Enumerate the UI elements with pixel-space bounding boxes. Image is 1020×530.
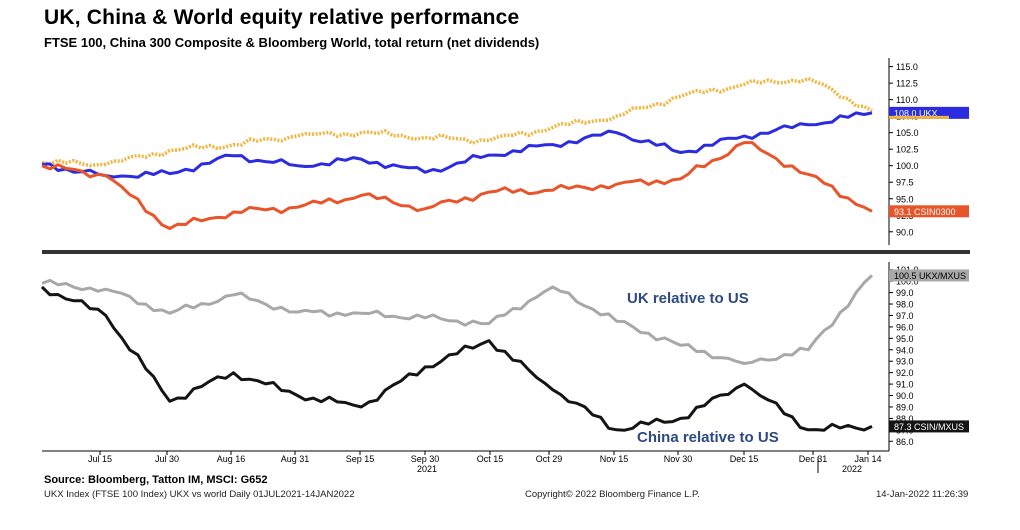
top-panel-frame: [42, 60, 889, 245]
value-tag-uk_rel: [889, 269, 969, 282]
x-year-label: 2022: [842, 464, 862, 474]
y-tick-label: 110.0: [896, 95, 918, 105]
x-tick-label: Sep 30: [411, 454, 440, 464]
y-tick-label: 97.0: [896, 311, 914, 321]
x-tick-label: Nov 15: [600, 454, 629, 464]
x-year-label: 2021: [417, 464, 437, 474]
y-tick-label: 105.0: [896, 128, 919, 138]
y-tick-label: 95.0: [896, 194, 914, 204]
value-tag-ukx: [889, 106, 969, 119]
y-tick-label: 96.0: [896, 322, 914, 332]
y-tick-label: 93.0: [896, 357, 914, 367]
x-tick-label: Aug 16: [217, 454, 246, 464]
y-tick-label: 89.0: [896, 402, 914, 412]
value-tag-label-uk_rel: 100.5 UKX/MXUS: [894, 271, 966, 281]
x-tick-label: Jan 14: [854, 454, 881, 464]
series-line-csin: [41, 141, 873, 230]
source-note: Source: Bloomberg, Tatton IM, MSCI: G652: [44, 474, 268, 486]
copyright-note: Copyright© 2022 Bloomberg Finance L.P.: [525, 489, 700, 500]
y-tick-label: 95.0: [896, 334, 914, 344]
x-tick-label: Dec 31: [799, 454, 828, 464]
y-tick-label: 94.0: [896, 345, 914, 355]
value-tag-csin: [889, 205, 969, 218]
value-tag-label-ukx: 108.0 UKX: [894, 108, 938, 118]
chart-title: UK, China & World equity relative perfor…: [44, 6, 520, 29]
x-tick-label: Sep 15: [346, 454, 375, 464]
y-tick-label: 112.5: [896, 79, 918, 89]
y-tick-label: 92.0: [896, 368, 914, 378]
y-tick-label: 91.0: [896, 380, 914, 390]
annotation-china_rel: China relative to US: [637, 429, 779, 446]
y-tick-label: 90.0: [896, 391, 914, 401]
value-tag-label-china_rel: 87.3 CSIN/MXUS: [894, 422, 964, 432]
value-tag-china_rel: [889, 420, 969, 433]
series-line-ukx: [41, 111, 873, 179]
y-tick-label: 88.0: [896, 414, 914, 424]
y-tick-label: 86.0: [896, 437, 914, 447]
y-tick-label: 98.0: [896, 300, 914, 310]
series-line-world: [41, 76, 873, 168]
x-tick-label: Aug 31: [281, 454, 310, 464]
chart-subtitle: FTSE 100, China 300 Composite & Bloomber…: [44, 35, 540, 50]
y-tick-label: 99.0: [896, 288, 914, 298]
value-tag-label-csin: 93.1 CSIN0300: [894, 207, 956, 217]
series-line-uk_rel: [41, 274, 874, 365]
x-tick-label: Dec 15: [730, 454, 759, 464]
x-tick-label: Oct 29: [536, 454, 563, 464]
y-tick-label: 90.0: [896, 227, 914, 237]
timestamp: 14-Jan-2022 11:26:39: [876, 489, 969, 500]
x-tick-label: Nov 30: [664, 454, 693, 464]
series-line-china_rel: [40, 285, 873, 432]
value-tag-world: [889, 115, 949, 119]
y-tick-label: 100.0: [896, 277, 919, 287]
y-tick-label: 100.0: [896, 161, 919, 171]
annotation-uk_rel: UK relative to US: [627, 290, 749, 307]
x-tick-label: Jul 30: [155, 454, 179, 464]
index-info: UKX Index (FTSE 100 Index) UKX vs world …: [44, 489, 355, 500]
y-tick-label: 97.5: [896, 178, 914, 188]
y-tick-label: 115.0: [896, 62, 918, 72]
y-tick-label: 102.5: [896, 145, 919, 155]
x-tick-label: Oct 15: [477, 454, 504, 464]
x-tick-label: Jul 15: [88, 454, 112, 464]
